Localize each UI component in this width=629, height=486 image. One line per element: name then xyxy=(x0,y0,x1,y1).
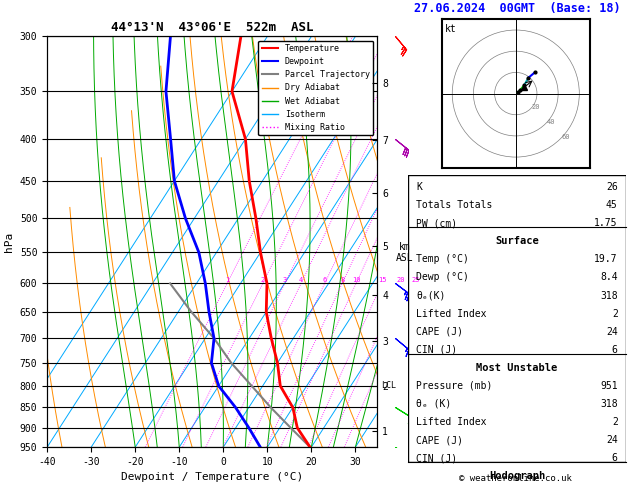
Text: 6: 6 xyxy=(612,453,618,463)
Text: 40: 40 xyxy=(546,119,555,125)
Text: 1: 1 xyxy=(225,278,229,283)
Text: 6: 6 xyxy=(612,345,618,355)
Text: 1.75: 1.75 xyxy=(594,218,618,228)
Text: Temp (°C): Temp (°C) xyxy=(416,254,469,264)
Y-axis label: km
ASL: km ASL xyxy=(396,242,414,263)
Text: θₑ(K): θₑ(K) xyxy=(416,291,446,300)
Text: 20: 20 xyxy=(397,278,405,283)
Text: 951: 951 xyxy=(600,381,618,391)
Text: Dewp (°C): Dewp (°C) xyxy=(416,273,469,282)
Text: 20: 20 xyxy=(531,104,540,110)
Text: 26: 26 xyxy=(606,182,618,192)
Text: 8: 8 xyxy=(340,278,344,283)
Text: 2: 2 xyxy=(260,278,265,283)
Text: PW (cm): PW (cm) xyxy=(416,218,457,228)
Text: 2: 2 xyxy=(612,309,618,319)
Legend: Temperature, Dewpoint, Parcel Trajectory, Dry Adiabat, Wet Adiabat, Isotherm, Mi: Temperature, Dewpoint, Parcel Trajectory… xyxy=(259,41,373,135)
Text: LCL: LCL xyxy=(382,382,396,390)
Text: Lifted Index: Lifted Index xyxy=(416,417,487,427)
Text: CAPE (J): CAPE (J) xyxy=(416,435,464,445)
Text: © weatheronline.co.uk: © weatheronline.co.uk xyxy=(459,474,572,483)
Text: 24: 24 xyxy=(606,327,618,337)
Text: CIN (J): CIN (J) xyxy=(416,453,457,463)
Text: 27.06.2024  00GMT  (Base: 18): 27.06.2024 00GMT (Base: 18) xyxy=(414,2,620,15)
Text: 10: 10 xyxy=(352,278,360,283)
Text: 60: 60 xyxy=(562,134,570,140)
Text: 25: 25 xyxy=(412,278,420,283)
Text: Most Unstable: Most Unstable xyxy=(476,363,558,373)
Text: Surface: Surface xyxy=(495,236,539,246)
Title: 44°13'N  43°06'E  522m  ASL: 44°13'N 43°06'E 522m ASL xyxy=(111,21,313,34)
Text: 318: 318 xyxy=(600,399,618,409)
Text: Hodograph: Hodograph xyxy=(489,471,545,481)
Y-axis label: hPa: hPa xyxy=(4,232,14,252)
Text: 318: 318 xyxy=(600,291,618,300)
Text: Totals Totals: Totals Totals xyxy=(416,200,493,210)
X-axis label: Dewpoint / Temperature (°C): Dewpoint / Temperature (°C) xyxy=(121,472,303,483)
Text: 3: 3 xyxy=(282,278,287,283)
Text: K: K xyxy=(416,182,422,192)
Text: 2: 2 xyxy=(612,417,618,427)
Text: 45: 45 xyxy=(606,200,618,210)
Text: θₑ (K): θₑ (K) xyxy=(416,399,452,409)
Text: CIN (J): CIN (J) xyxy=(416,345,457,355)
Text: Lifted Index: Lifted Index xyxy=(416,309,487,319)
Text: 19.7: 19.7 xyxy=(594,254,618,264)
Text: Pressure (mb): Pressure (mb) xyxy=(416,381,493,391)
Text: 15: 15 xyxy=(378,278,386,283)
Text: 6: 6 xyxy=(323,278,327,283)
Text: 8.4: 8.4 xyxy=(600,273,618,282)
Text: 4: 4 xyxy=(299,278,303,283)
Text: 24: 24 xyxy=(606,435,618,445)
Text: kt: kt xyxy=(445,24,457,34)
Text: CAPE (J): CAPE (J) xyxy=(416,327,464,337)
